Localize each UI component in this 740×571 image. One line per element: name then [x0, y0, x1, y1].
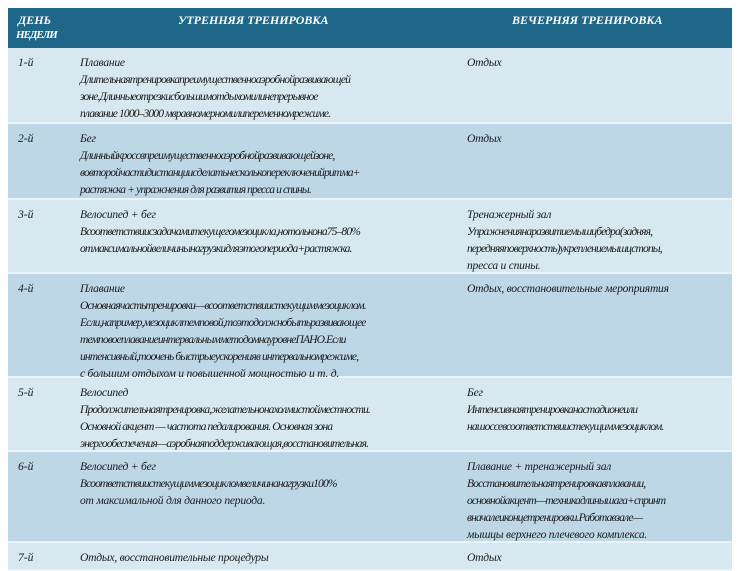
day-cell: 6-й	[18, 460, 34, 473]
evening-activity: Отдых	[467, 551, 502, 564]
day-cell: 4-й	[18, 282, 34, 295]
day-cell: 3-й	[18, 208, 34, 221]
evening-cell: Бег Интенсивнаятренировканастадионеили наш…	[467, 384, 732, 435]
morning-description-line: Основной акцент — частота педалирования.…	[80, 420, 333, 433]
morning-description-line: интенсивный,тоочень быстрыеускоренияв ин…	[80, 350, 359, 363]
evening-activity: Бег	[467, 386, 483, 399]
table-header: ДЕНЬ НЕДЕЛИ УТРЕННЯЯ ТРЕНИРОВКА ВЕЧЕРНЯЯ…	[8, 8, 732, 48]
evening-cell: Плавание + тренажерный зал Восстановитель…	[467, 458, 732, 543]
morning-activity: Плавание	[80, 56, 125, 69]
morning-activity: Велосипед	[80, 386, 129, 399]
evening-cell: Тренажерный зал Упражнениянаразвитиемышцб…	[467, 206, 732, 274]
morning-activity: Велосипед + бег	[80, 208, 156, 221]
morning-description-line: Всоответствиистекущиммезоцикломвеличинан…	[80, 477, 338, 490]
evening-cell: Отдых	[467, 549, 732, 566]
evening-description-line: передняяповерхность)укреплениемышцстопы,	[467, 242, 663, 255]
evening-description-line: Восстановительнаятренировкавплавании,	[467, 477, 646, 490]
morning-activity: Плавание	[80, 282, 125, 295]
header-evening: ВЕЧЕРНЯЯ ТРЕНИРОВКА	[512, 13, 663, 27]
evening-activity: Плавание + тренажерный зал	[467, 460, 612, 473]
evening-description-line: Интенсивнаятренировканастадионеили	[467, 403, 638, 416]
morning-description-line: зоне.Длинныеотрезкисбольшимотдыхомилинеп…	[80, 90, 319, 103]
morning-description-line: Всоответствиисзадачамитекущегомезоцикла,…	[80, 225, 361, 238]
header-morning: УТРЕННЯЯ ТРЕНИРОВКА	[178, 13, 329, 27]
evening-activity: Отдых	[467, 56, 502, 69]
evening-cell: Отдых	[467, 130, 732, 147]
evening-description-line: нашоссевсоответствиистекущиммезоциклом.	[467, 420, 664, 433]
morning-description-line: Длительнаятренировкапреимущественноаэроб…	[80, 73, 351, 86]
evening-activity: Отдых, восстановительные мероприятия	[467, 282, 669, 295]
header-day-line2: НЕДЕЛИ	[16, 29, 58, 41]
morning-description-line: плавание 1000–3000 мвравномерномилиперем…	[80, 107, 331, 120]
morning-cell: Велосипед + бег Всоответствиистекущиммезо…	[80, 458, 465, 509]
day-cell: 7-й	[18, 551, 34, 564]
morning-description-line: отмаксимальнойвеличинынагрузкидляэтогопе…	[80, 242, 352, 255]
day-cell: 5-й	[18, 386, 34, 399]
table-row: 7-й Отдых, восстановительные процедуры Отд…	[8, 543, 732, 571]
table-row: 3-й Велосипед + бег Всоответствиисзадачами…	[8, 200, 732, 274]
morning-description-line: с большим отдыхом и повышенной мощностью…	[80, 367, 340, 380]
morning-description-line: Если,например,мезоциклтемповой,тоэтодолж…	[80, 316, 366, 329]
header-day-line1: ДЕНЬ	[18, 13, 52, 27]
morning-description-line: от максимальной для данного периода.	[80, 494, 266, 507]
table-row: 5-й Велосипед Продолжительнаятренировка,же…	[8, 378, 732, 452]
morning-cell: Плавание Основнаячастьтренировки—всоответ…	[80, 280, 465, 382]
evening-cell: Отдых	[467, 54, 732, 71]
evening-activity: Тренажерный зал	[467, 208, 552, 221]
morning-cell: Велосипед Продолжительнаятренировка,желат…	[80, 384, 465, 452]
evening-description-line: Упражнениянаразвитиемышцбедра(задняя,	[467, 225, 653, 238]
evening-activity: Отдых	[467, 132, 502, 145]
morning-description-line: энергообеспечения—аэробнаяподдерживающая…	[80, 437, 369, 450]
morning-cell: Плавание Длительнаятренировкапреимуществе…	[80, 54, 465, 122]
table-row: 4-й Плавание Основнаячастьтренировки—всоот…	[8, 274, 732, 380]
table-row: 6-й Велосипед + бег Всоответствиистекущимм…	[8, 452, 732, 543]
table-row: 2-й Бег Длинныйкроссвпреимущественноаэробн…	[8, 124, 732, 200]
morning-description-line: растяжка + упражнения для развития пресс…	[80, 183, 312, 196]
evening-description-line: мышцы верхнего плечевого комплекса.	[467, 528, 648, 541]
morning-activity: Бег	[80, 132, 96, 145]
table-row: 1-й Плавание Длительнаятренировкапреимущес…	[8, 48, 732, 124]
morning-description-line: Продолжительнаятренировка,желательнонахо…	[80, 403, 371, 416]
morning-activity: Отдых, восстановительные процедуры	[80, 551, 269, 564]
morning-cell: Бег Длинныйкроссвпреимущественноаэробнойр…	[80, 130, 465, 198]
morning-cell: Велосипед + бег Всоответствиисзадачамитек…	[80, 206, 465, 257]
morning-activity: Велосипед + бег	[80, 460, 156, 473]
morning-description-line: темповоеплаваниеинтервальнымметодомнауро…	[80, 333, 346, 346]
evening-cell: Отдых, восстановительные мероприятия	[467, 280, 732, 297]
day-cell: 2-й	[18, 132, 34, 145]
evening-description-line: вначалеиконцетренировки.Работавзале—	[467, 511, 643, 524]
training-schedule-table: ДЕНЬ НЕДЕЛИ УТРЕННЯЯ ТРЕНИРОВКА ВЕЧЕРНЯЯ…	[8, 8, 732, 571]
morning-description-line: вовторойчастидистанциисделатьнесколькопе…	[80, 166, 360, 179]
day-cell: 1-й	[18, 56, 34, 69]
table-body: 1-й Плавание Длительнаятренировкапреимущес…	[8, 48, 732, 571]
evening-description-line: пресса и спины.	[467, 259, 541, 272]
evening-description-line: основнойакцент—техникадлинышага+спринт	[467, 494, 666, 507]
morning-description-line: Длинныйкроссвпреимущественноаэробнойразв…	[80, 149, 335, 162]
morning-description-line: Основнаячастьтренировки—всоответствиисте…	[80, 299, 367, 312]
morning-cell: Отдых, восстановительные процедуры	[80, 549, 465, 566]
